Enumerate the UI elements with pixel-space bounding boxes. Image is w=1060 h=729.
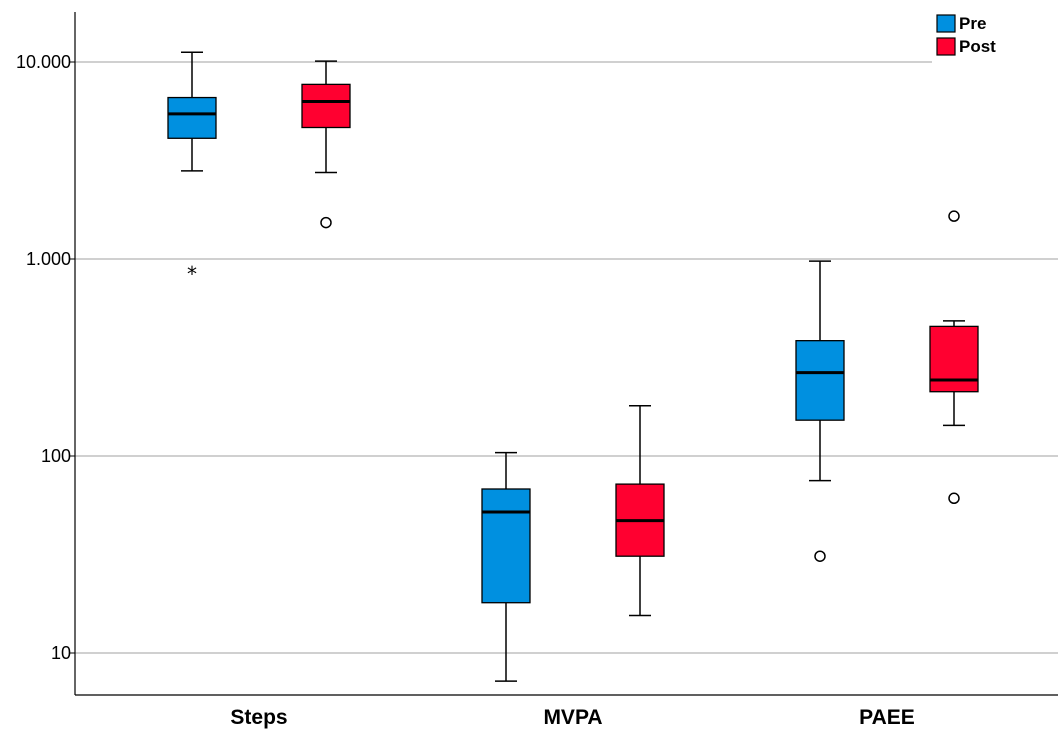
legend-label: Pre (959, 14, 986, 33)
y-tick-label: 10 (51, 643, 71, 663)
extreme-point: * (187, 262, 197, 286)
iqr-box (795, 340, 845, 421)
legend-item-pre: Pre (936, 14, 986, 33)
legend-label: Post (959, 37, 996, 56)
box-post-mvpa (615, 404, 665, 617)
legend-swatch (936, 14, 956, 33)
outlier-point (320, 216, 332, 229)
y-tick-label: 1.000 (26, 249, 71, 269)
box-pre-paee (795, 260, 845, 562)
x-category-label: Steps (230, 706, 287, 729)
outlier-point (948, 492, 960, 505)
box-post-paee (929, 210, 979, 505)
gridlines (75, 61, 1058, 654)
outlier-point (948, 210, 960, 222)
box-pre-mvpa (481, 451, 531, 682)
x-category-label: PAEE (859, 706, 915, 729)
boxes: * (167, 51, 979, 682)
legend: Pre Post (936, 14, 996, 56)
iqr-box (301, 83, 351, 129)
legend-item-post: Post (936, 37, 996, 56)
iqr-box (929, 325, 979, 393)
box-post-steps (301, 60, 351, 229)
outlier-point (814, 550, 826, 562)
x-category-label: MVPA (543, 706, 602, 729)
iqr-box (481, 488, 531, 604)
y-tick-label: 10.000 (16, 52, 71, 72)
y-tick-label: 100 (41, 446, 71, 466)
iqr-box (167, 96, 217, 139)
axis-labels: 10 100 1.000 10.000 Steps MVPA PAEE (16, 52, 915, 729)
axes (70, 12, 1058, 696)
box-pre-steps: * (167, 51, 217, 286)
legend-swatch (936, 37, 956, 56)
